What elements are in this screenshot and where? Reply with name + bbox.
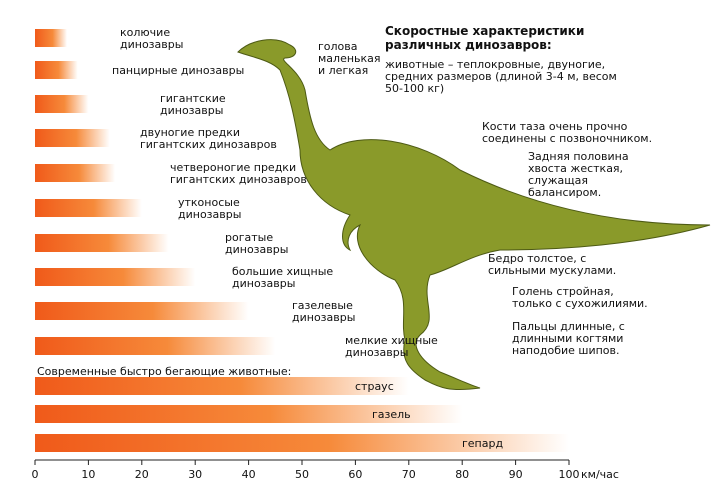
bar xyxy=(35,29,68,47)
bar-label: гепард xyxy=(462,437,503,450)
bar-label: утконосые динозавры xyxy=(178,196,241,221)
bar-label: мелкие хищные динозавры xyxy=(345,334,438,359)
x-tick-label: 20 xyxy=(135,468,149,481)
x-tick-label: 40 xyxy=(242,468,256,481)
bar-label: колючие динозавры xyxy=(120,26,183,51)
bar-label: газель xyxy=(372,408,411,421)
bar xyxy=(35,199,142,217)
annotation: голова маленькая и легкая xyxy=(318,40,381,77)
x-tick-label: 50 xyxy=(295,468,309,481)
bar xyxy=(35,377,409,395)
bar xyxy=(35,61,78,79)
bar-label: двуногие предки гигантских динозавров xyxy=(140,126,277,151)
x-unit: км/час xyxy=(581,468,619,481)
bar xyxy=(35,129,110,147)
bar xyxy=(35,405,463,423)
bar-label: гигантские динозавры xyxy=(160,92,226,117)
group-label: Современные быстро бегающие животные: xyxy=(37,365,291,378)
bar-label: панцирные динозавры xyxy=(112,64,244,77)
x-tick-label: 60 xyxy=(348,468,362,481)
annotation: Кости таза очень прочно соединены с позво… xyxy=(482,120,652,145)
x-tick-label: 10 xyxy=(81,468,95,481)
annotation: Бедро толстое, с сильными мускулами. xyxy=(488,252,616,277)
x-tick-label: 90 xyxy=(509,468,523,481)
bar-label: газелевые динозавры xyxy=(292,299,355,324)
bar-label: страус xyxy=(355,380,394,393)
bar xyxy=(35,95,89,113)
dinosaur-illustration xyxy=(237,39,711,391)
annotation: Задняя половина хвоста жесткая, служащая ба… xyxy=(528,150,629,199)
bar xyxy=(35,434,569,452)
annotation: Пальцы длинные, с длинными когтями наподоб… xyxy=(512,320,625,357)
x-tick-label: 80 xyxy=(455,468,469,481)
bar xyxy=(35,268,196,286)
bar xyxy=(35,302,249,320)
bar-label: большие хищные динозавры xyxy=(232,265,333,290)
x-tick-label: 0 xyxy=(32,468,39,481)
x-tick-label: 100 xyxy=(559,468,580,481)
chart-title: Скоростные характеристики различных диноз… xyxy=(385,24,584,52)
annotation: животные – теплокровные, двуногие, средни… xyxy=(385,58,617,95)
annotation: Голень стройная, только с сухожилиями. xyxy=(512,285,648,310)
bar-label: четвероногие предки гигантских динозавров xyxy=(170,161,307,186)
x-tick-label: 30 xyxy=(188,468,202,481)
bar xyxy=(35,337,276,355)
bar xyxy=(35,164,116,182)
x-tick-label: 70 xyxy=(402,468,416,481)
bar-label: рогатые динозавры xyxy=(225,231,288,256)
bar xyxy=(35,234,169,252)
